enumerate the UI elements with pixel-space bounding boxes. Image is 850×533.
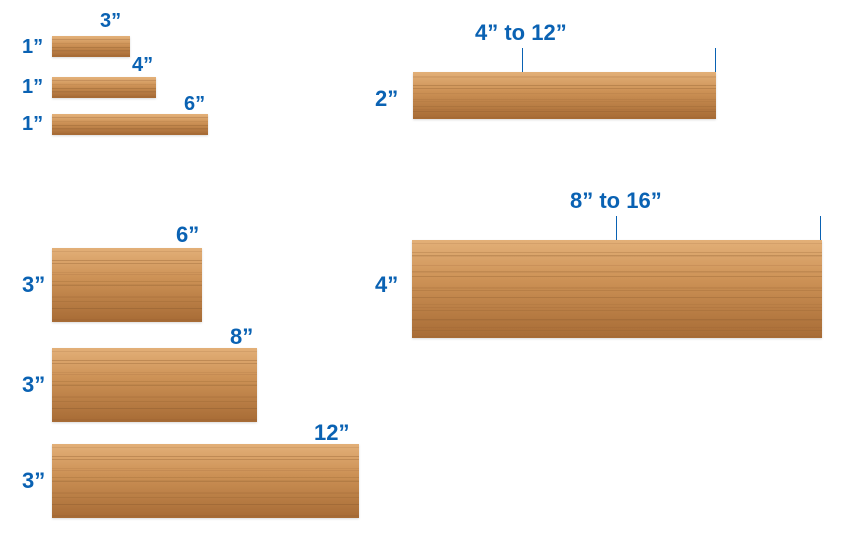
range-tick: [820, 216, 821, 240]
lumber-plank: [412, 240, 822, 338]
dimension-label: 3”: [22, 272, 45, 298]
dimension-label: 4”: [132, 54, 153, 77]
wood-grain-line: [412, 330, 822, 331]
lumber-plank: [52, 77, 156, 98]
wood-grain-line: [52, 274, 202, 275]
wood-grain-line: [52, 351, 257, 352]
wood-grain-line: [52, 360, 257, 361]
wood-grain-line: [412, 276, 822, 277]
wood-grain-line: [52, 459, 359, 460]
dimension-label: 1”: [22, 36, 43, 59]
wood-grain-line: [52, 515, 359, 516]
wood-grain-line: [52, 308, 202, 309]
wood-grain-line: [52, 117, 208, 118]
lumber-diagram: 3” 1” 4” 1” 6” 1” 4” to 12” 2” 6” 3” 8” 3” 12” 3” 8” t…: [0, 0, 850, 533]
dimension-label: 3”: [22, 468, 45, 494]
wood-grain-line: [412, 287, 822, 288]
dimension-label: 3”: [22, 372, 45, 398]
wood-grain-line: [52, 481, 359, 482]
wood-grain-line: [52, 374, 257, 375]
wood-grain-line: [413, 106, 716, 107]
dimension-label: 12”: [314, 420, 349, 446]
dimension-label: 2”: [375, 86, 398, 112]
wood-grain-line: [413, 111, 716, 112]
dimension-label: 1”: [22, 113, 43, 136]
wood-grain-line: [52, 504, 359, 505]
dimension-label: 8”: [230, 324, 253, 350]
wood-grain-line: [52, 456, 359, 457]
dimension-label: 6”: [176, 222, 199, 248]
wood-grain-line: [52, 447, 359, 448]
dimension-label: 3”: [100, 10, 121, 33]
lumber-plank: [52, 248, 202, 322]
wood-grain-line: [52, 50, 130, 51]
wood-grain-line: [52, 260, 202, 261]
wood-grain-line: [52, 297, 202, 298]
wood-grain-line: [52, 401, 257, 402]
wood-grain-line: [52, 363, 257, 364]
wood-grain-line: [52, 397, 257, 398]
dimension-label: 8” to 16”: [570, 188, 662, 214]
range-tick: [616, 216, 617, 240]
wood-grain-line: [52, 408, 257, 409]
wood-grain-line: [52, 128, 208, 129]
wood-grain-line: [413, 88, 716, 89]
wood-grain-line: [52, 385, 257, 386]
wood-grain-line: [52, 263, 202, 264]
wood-grain-line: [52, 39, 130, 40]
wood-grain-line: [52, 47, 130, 48]
wood-grain-line: [52, 319, 202, 320]
dimension-label: 6”: [184, 93, 205, 116]
wood-grain-line: [412, 307, 822, 308]
wood-grain-line: [52, 493, 359, 494]
dimension-label: 4” to 12”: [475, 20, 567, 46]
dimension-label: 1”: [22, 76, 43, 99]
wood-grain-line: [412, 327, 822, 328]
wood-grain-line: [52, 91, 156, 92]
wood-grain-line: [52, 381, 257, 382]
range-tick: [522, 48, 523, 72]
wood-grain-line: [52, 88, 156, 89]
wood-grain-line: [412, 243, 822, 244]
lumber-plank: [52, 348, 257, 422]
wood-grain-line: [412, 255, 822, 256]
wood-grain-line: [412, 265, 822, 266]
range-tick: [715, 48, 716, 72]
wood-grain-line: [52, 477, 359, 478]
lumber-plank: [52, 114, 208, 135]
lumber-plank: [413, 72, 716, 119]
wood-grain-line: [52, 80, 156, 81]
wood-grain-line: [412, 271, 822, 272]
wood-grain-line: [52, 251, 202, 252]
wood-grain-line: [412, 290, 822, 291]
lumber-plank: [52, 36, 130, 57]
wood-grain-line: [52, 470, 359, 471]
wood-grain-line: [52, 125, 208, 126]
wood-grain-line: [413, 76, 716, 77]
lumber-plank: [52, 444, 359, 518]
wood-grain-line: [412, 319, 822, 320]
wood-grain-line: [52, 285, 202, 286]
wood-grain-line: [52, 281, 202, 282]
dimension-label: 4”: [375, 272, 398, 298]
wood-grain-line: [413, 85, 716, 86]
wood-grain-line: [412, 297, 822, 298]
wood-grain-line: [52, 419, 257, 420]
wood-grain-line: [52, 497, 359, 498]
wood-grain-line: [52, 301, 202, 302]
wood-grain-line: [412, 310, 822, 311]
wood-grain-line: [413, 99, 716, 100]
wood-grain-line: [412, 252, 822, 253]
